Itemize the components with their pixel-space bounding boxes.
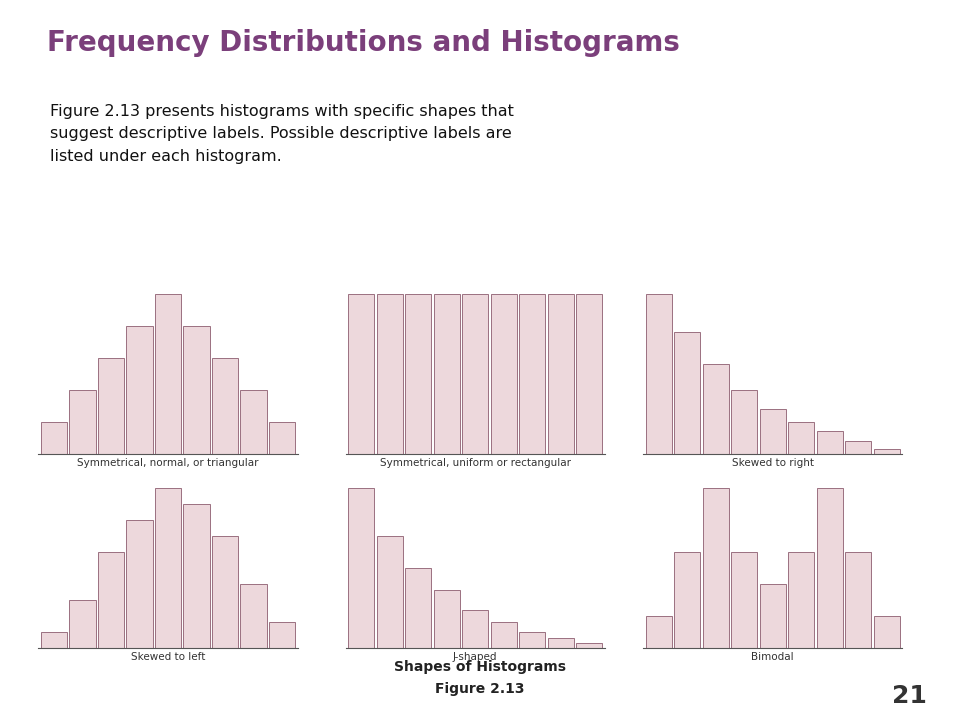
X-axis label: Skewed to right: Skewed to right [732, 458, 814, 468]
Bar [240, 584, 267, 648]
Bar [240, 390, 267, 454]
Bar [788, 552, 814, 648]
Bar [817, 488, 843, 648]
Bar [127, 520, 153, 648]
Bar [759, 584, 786, 648]
Bar [674, 552, 701, 648]
Bar [519, 632, 545, 648]
Bar [212, 536, 238, 648]
Bar [703, 488, 729, 648]
Bar [646, 294, 672, 454]
Bar [491, 622, 516, 648]
Bar [41, 632, 67, 648]
Bar [817, 431, 843, 454]
Bar [491, 294, 516, 454]
Bar [405, 294, 431, 454]
Bar [547, 294, 574, 454]
Bar [127, 325, 153, 454]
Bar [462, 610, 489, 648]
Bar [547, 639, 574, 648]
X-axis label: J-shaped: J-shaped [453, 652, 497, 662]
Bar [732, 390, 757, 454]
Bar [576, 294, 602, 454]
Bar [576, 643, 602, 648]
Bar [376, 294, 403, 454]
Bar [98, 552, 124, 648]
Bar [519, 294, 545, 454]
Text: Shapes of Histograms: Shapes of Histograms [394, 660, 566, 675]
Bar [69, 600, 96, 648]
Bar [98, 358, 124, 454]
Bar [348, 488, 374, 648]
Bar [462, 294, 489, 454]
X-axis label: Symmetrical, uniform or rectangular: Symmetrical, uniform or rectangular [380, 458, 570, 468]
Text: Frequency Distributions and Histograms: Frequency Distributions and Histograms [47, 30, 680, 57]
Bar [155, 294, 181, 454]
Bar [212, 358, 238, 454]
Bar [269, 422, 295, 454]
Bar [155, 488, 181, 648]
Text: Figure 2.13 presents histograms with specific shapes that
suggest descriptive la: Figure 2.13 presents histograms with spe… [51, 104, 515, 164]
X-axis label: Symmetrical, normal, or triangular: Symmetrical, normal, or triangular [77, 458, 259, 468]
Bar [703, 364, 729, 454]
Bar [41, 422, 67, 454]
Bar [732, 552, 757, 648]
Bar [69, 390, 96, 454]
Bar [646, 616, 672, 648]
Text: 21: 21 [892, 684, 926, 708]
Bar [376, 536, 403, 648]
Bar [759, 409, 786, 454]
Bar [348, 294, 374, 454]
X-axis label: Skewed to left: Skewed to left [131, 652, 205, 662]
Bar [674, 332, 701, 454]
Bar [434, 590, 460, 648]
Bar [434, 294, 460, 454]
X-axis label: Bimodal: Bimodal [752, 652, 794, 662]
Bar [845, 552, 872, 648]
Bar [874, 616, 900, 648]
Bar [269, 622, 295, 648]
Bar [874, 449, 900, 454]
Bar [183, 325, 209, 454]
Text: Figure 2.13: Figure 2.13 [435, 682, 525, 696]
Bar [788, 422, 814, 454]
Bar [405, 568, 431, 648]
Bar [183, 504, 209, 648]
Bar [845, 441, 872, 454]
